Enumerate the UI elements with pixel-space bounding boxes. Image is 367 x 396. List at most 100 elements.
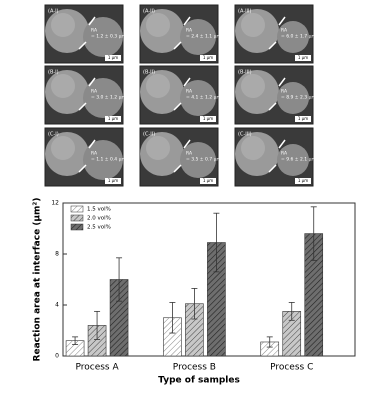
legend-hatch [71,224,83,230]
bar-hatch [185,303,204,356]
scale-label: 1 μm [298,55,308,60]
arrow [183,139,191,149]
x-tick-label: Process A [75,363,119,373]
particle [83,78,123,118]
chart: 0 4 8 12 Reaction area at interface (μm²) Typ… [33,198,356,386]
scale-box [105,178,121,184]
y-tick-label: 8 [55,251,59,258]
particle-highlight [241,136,265,160]
bar-hatch [66,340,85,356]
particle [180,19,216,55]
particle-highlight [241,13,265,37]
y-tick-label: 4 [55,302,59,309]
legend-label: 1.5 vol% [87,207,111,213]
particle-highlight [241,74,265,98]
legend-label: 2.0 vol% [87,216,111,222]
arrow [183,77,191,87]
ra-value: = 3.5 ± 0.7 μm² [186,157,223,163]
micrograph: (B-I) RA= 3.0 ± 1.2 μm² 1 μm [44,65,128,125]
particle-highlight [146,74,170,98]
bar-hatch [260,341,279,356]
y-tick-label: 0 [55,353,59,360]
scale-box [105,55,121,61]
scale-label: 1 μm [108,116,118,121]
ra-label: RA [91,28,98,34]
scale-box [105,116,121,122]
ra-label: RA [281,151,288,157]
ra-label: RA [281,89,288,95]
legend-label: 2.5 vol% [87,225,111,231]
x-tick-label: Process C [270,363,313,373]
panel-label: (C-III) [238,132,252,138]
panel-label: (C-II) [143,132,155,138]
ra-label: RA [281,28,288,34]
panel-label: (C-I) [48,132,59,138]
scale-label: 1 μm [203,116,213,121]
arrow [268,41,277,50]
arrow [78,102,87,111]
micrograph: (C-III) RA= 9.6 ± 2.1 μm² 1 μm [234,127,318,187]
ra-value: = 9.6 ± 2.1 μm² [281,157,318,163]
scale-label: 1 μm [203,178,213,183]
particle [277,21,309,53]
arrow [268,164,277,173]
particle [180,80,216,116]
particle [83,17,123,57]
bar-hatch [88,325,107,356]
arrow [78,41,87,50]
bar-hatch [110,279,129,356]
legend-hatch [71,215,83,221]
particle-highlight [51,136,75,160]
panel-label: (B-III) [238,70,252,76]
panel-label: (B-I) [48,70,59,76]
ra-label: RA [186,28,193,34]
y-tick-label: 12 [51,200,59,207]
particle-highlight [51,13,75,37]
arrow [278,139,286,149]
panel-label: (B-II) [143,70,155,76]
particle [83,140,123,180]
y-axis-label: Reaction area at interface (μm²) [33,198,43,362]
particle [277,82,309,114]
micrograph: (A-II) RA= 2.4 ± 1.1 μm² 1 μm [139,4,223,64]
micrograph: (C-II) RA= 3.5 ± 0.7 μm² 1 μm [139,127,223,187]
scale-label: 1 μm [203,55,213,60]
arrow [183,16,191,26]
scale-box [295,55,311,61]
micrograph: (C-I) RA= 1.1 ± 0.4 μm² 1 μm [44,127,128,187]
x-tick-label: Process B [173,363,216,373]
ra-label: RA [186,89,193,95]
arrow [173,102,182,111]
arrow [173,164,182,173]
particle [180,142,216,178]
ra-value: = 1.1 ± 0.4 μm² [91,157,128,163]
arrow [88,16,96,26]
ra-value: = 1.2 ± 0.3 μm² [91,34,128,40]
ra-value: = 6.0 ± 1.7 μm² [281,34,318,40]
arrow [88,139,96,149]
bar-hatch [207,242,226,356]
arrow [173,41,182,50]
micrograph: (A-III) RA= 6.0 ± 1.7 μm² 1 μm [234,4,318,64]
arrow [278,16,286,26]
ra-value: = 2.4 ± 1.1 μm² [186,34,223,40]
particle [277,144,309,176]
arrow [78,164,87,173]
scale-box [295,178,311,184]
panel-label: (A-III) [238,9,251,15]
ra-label: RA [91,89,98,95]
scale-label: 1 μm [298,116,308,121]
micrograph: (A-I) RA= 1.2 ± 0.3 μm² 1 μm [44,4,128,64]
panel-label: (A-I) [48,9,59,15]
scale-box [200,116,216,122]
ra-value: = 3.0 ± 1.2 μm² [91,95,128,101]
ra-value: = 8.9 ± 2.3 μm² [281,95,318,101]
micrograph: (B-II) RA= 4.1 ± 1.2 μm² 1 μm [139,65,223,125]
particle-highlight [146,13,170,37]
panel-label: (A-II) [143,9,155,15]
legend-hatch [71,206,83,212]
bar-hatch [282,311,301,356]
micrograph: (B-III) RA= 8.9 ± 2.3 μm² 1 μm [234,65,318,125]
